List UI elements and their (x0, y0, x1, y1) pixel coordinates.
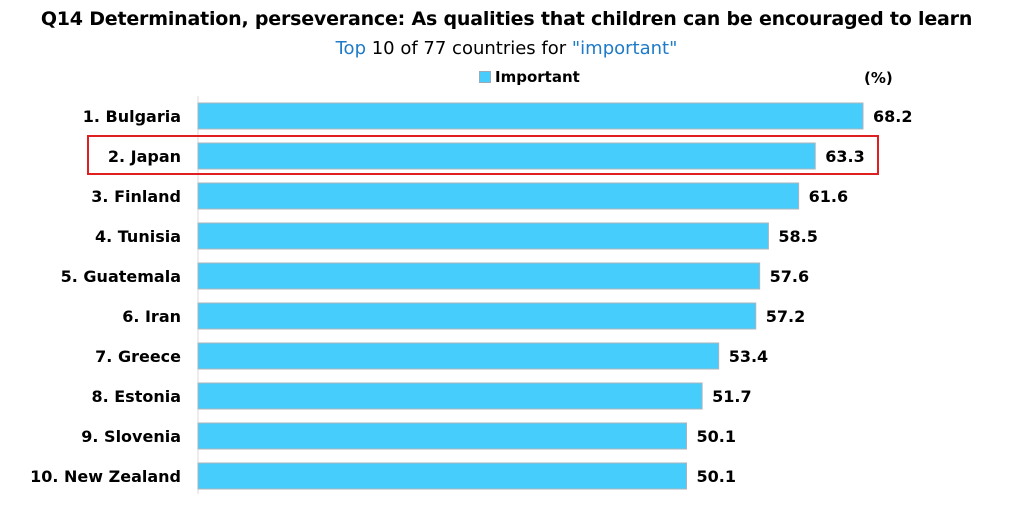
bar-2-japan (197, 142, 816, 170)
bar-9-slovenia (197, 422, 688, 450)
bar-10-new-zealand (197, 462, 688, 490)
category-label-7-greece: 7. Greece (95, 347, 181, 366)
value-label-1-bulgaria: 68.2 (873, 107, 912, 126)
value-label-6-iran: 57.2 (766, 307, 805, 326)
chart-title: Q14 Determination, perseverance: As qual… (40, 8, 973, 30)
category-label-4-tunisia: 4. Tunisia (95, 227, 181, 246)
value-label-9-slovenia: 50.1 (697, 427, 736, 446)
legend: Important (479, 68, 580, 86)
subtitle-top: Top (335, 38, 366, 59)
value-label-8-estonia: 51.7 (712, 387, 751, 406)
chart-subtitle: Top 10 of 77 countries for "important" (0, 38, 1013, 59)
category-label-3-finland: 3. Finland (91, 187, 181, 206)
unit-label: (%) (864, 69, 893, 87)
value-label-2-japan: 63.3 (825, 147, 864, 166)
subtitle-important: "important" (571, 38, 678, 59)
category-label-10-new-zealand: 10. New Zealand (30, 467, 181, 486)
category-label-8-estonia: 8. Estonia (91, 387, 181, 406)
value-label-4-tunisia: 58.5 (778, 227, 817, 246)
bar-4-tunisia (197, 222, 769, 250)
value-label-3-finland: 61.6 (809, 187, 848, 206)
legend-swatch (479, 71, 491, 83)
category-label-5-guatemala: 5. Guatemala (61, 267, 181, 286)
category-label-6-iran: 6. Iran (122, 307, 181, 326)
bar-5-guatemala (197, 262, 761, 290)
bar-1-bulgaria (197, 102, 864, 130)
legend-label: Important (495, 68, 580, 86)
bar-3-finland (197, 182, 800, 210)
category-label-9-slovenia: 9. Slovenia (81, 427, 181, 446)
bar-7-greece (197, 342, 720, 370)
value-label-5-guatemala: 57.6 (770, 267, 809, 286)
highlight-box (87, 135, 879, 175)
category-label-2-japan: 2. Japan (108, 147, 181, 166)
subtitle-middle: 10 of 77 countries for (366, 38, 572, 59)
bar-6-iran (197, 302, 757, 330)
value-label-7-greece: 53.4 (729, 347, 768, 366)
category-label-1-bulgaria: 1. Bulgaria (83, 107, 181, 126)
value-label-10-new-zealand: 50.1 (697, 467, 736, 486)
bar-8-estonia (197, 382, 703, 410)
